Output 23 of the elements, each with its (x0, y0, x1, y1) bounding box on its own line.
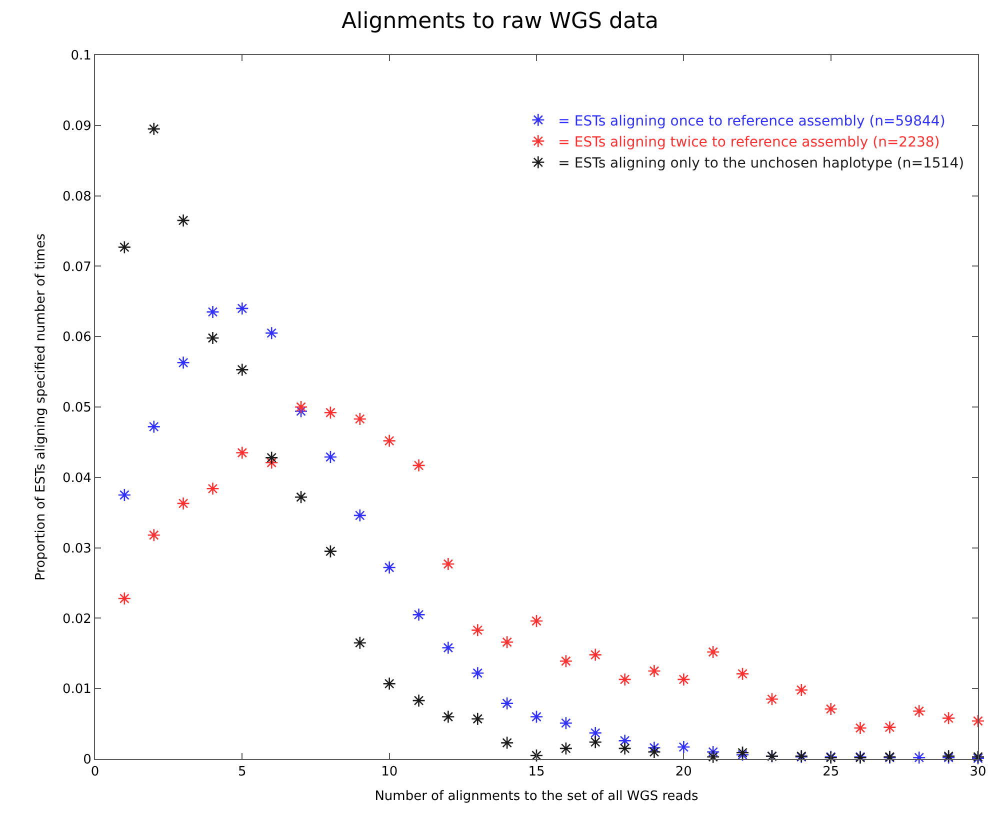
x-tick-label: 25 (822, 764, 840, 780)
y-tick-label: 0.02 (62, 612, 92, 627)
y-axis-title: Proportion of ESTs aligning specified number of times (33, 233, 48, 580)
legend-label: = ESTs aligning twice to reference assembly (n=2238) (558, 134, 940, 151)
y-tick-label: 0.09 (62, 118, 92, 134)
y-tick-label: 0.07 (62, 260, 92, 275)
x-tick-label: 30 (970, 764, 986, 780)
x-axis-title: Number of alignments to the set of all WGS reads (374, 789, 699, 804)
x-tick-label: 15 (528, 764, 545, 780)
x-tick-label: 10 (381, 764, 398, 780)
y-tick-label: 0.05 (62, 400, 92, 416)
y-tick-label: 0.06 (62, 330, 92, 346)
legend-label: = ESTs aligning once to reference assembly (n=59844) (558, 113, 946, 130)
chart-title: Alignments to raw WGS data (341, 8, 659, 34)
x-tick-label: 5 (238, 764, 246, 780)
y-tick-label: 0.04 (62, 470, 92, 486)
legend-label: = ESTs aligning only to the unchosen haplotype (n=1514) (558, 156, 964, 172)
y-tick-label: 0.01 (62, 682, 92, 698)
y-tick-label: 0 (83, 752, 92, 768)
y-tick-label: 0.03 (62, 541, 92, 556)
x-tick-label: 20 (675, 764, 692, 780)
y-tick-label: 0.08 (62, 189, 92, 204)
y-tick-label: 0.1 (70, 48, 92, 64)
